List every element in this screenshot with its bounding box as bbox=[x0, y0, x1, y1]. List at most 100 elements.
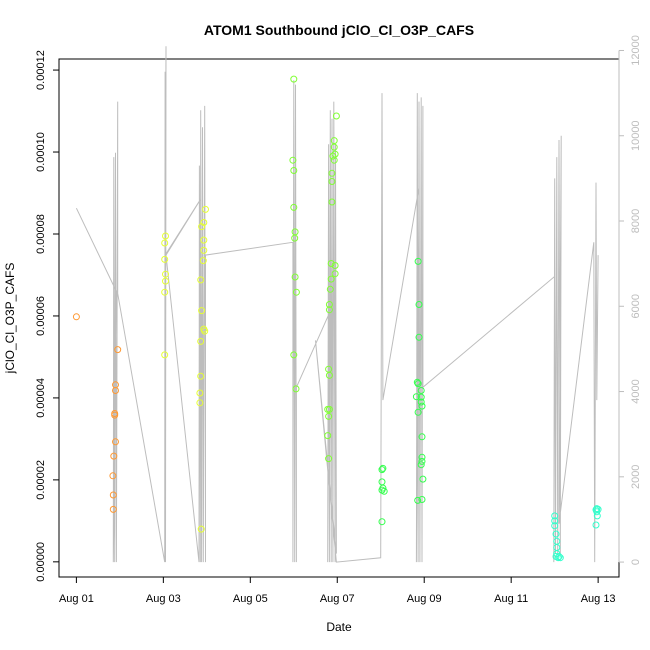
data-point bbox=[330, 137, 338, 145]
data-point bbox=[291, 273, 299, 281]
x-tick-label: Aug 13 bbox=[581, 593, 616, 605]
data-point bbox=[290, 167, 298, 174]
data-point bbox=[592, 521, 600, 529]
data-point bbox=[418, 433, 426, 441]
y2-tick-label: 2000 bbox=[630, 465, 642, 489]
data-point bbox=[325, 301, 333, 308]
data-point bbox=[414, 408, 422, 416]
data-point bbox=[162, 232, 169, 240]
data-point bbox=[551, 517, 559, 525]
data-point bbox=[414, 496, 422, 504]
data-point bbox=[289, 156, 297, 164]
data-point bbox=[378, 466, 386, 474]
data-point bbox=[112, 438, 119, 446]
data-point bbox=[196, 399, 204, 407]
x-tick-label: Aug 01 bbox=[59, 593, 94, 605]
y-tick-label: 0.00006 bbox=[35, 296, 47, 336]
data-point bbox=[417, 387, 425, 394]
data-point bbox=[380, 487, 388, 495]
data-point bbox=[292, 288, 300, 296]
data-point bbox=[412, 393, 420, 401]
altitude-line bbox=[75, 46, 599, 563]
x-tick-label: Aug 09 bbox=[407, 593, 442, 605]
data-point bbox=[554, 554, 562, 562]
data-point bbox=[594, 505, 602, 513]
y-tick-label: 0.00010 bbox=[35, 132, 47, 172]
data-point bbox=[331, 270, 339, 278]
data-point bbox=[109, 491, 117, 499]
data-point bbox=[417, 393, 425, 401]
data-point bbox=[326, 285, 334, 293]
y2-tick-label: 12000 bbox=[630, 35, 642, 66]
data-point bbox=[161, 351, 169, 359]
data-point bbox=[292, 385, 300, 393]
data-point bbox=[162, 270, 169, 278]
data-point bbox=[290, 351, 298, 359]
data-point bbox=[328, 198, 336, 206]
y2-tick-label: 8000 bbox=[630, 209, 642, 233]
data-point bbox=[109, 505, 117, 513]
data-point bbox=[418, 457, 426, 465]
data-point bbox=[325, 405, 333, 413]
y-tick-label: 0.00008 bbox=[35, 214, 47, 254]
data-point bbox=[197, 372, 205, 380]
data-point bbox=[110, 452, 118, 460]
data-point bbox=[111, 410, 119, 417]
y2-axis: 0 2000 4000 6000 8000 10000 12000 bbox=[618, 35, 642, 565]
y-tick-label: 0.00002 bbox=[35, 460, 47, 500]
altitude-series bbox=[75, 46, 599, 563]
data-point bbox=[418, 453, 426, 461]
y-axis-label: jClO_Cl_O3P_CAFS bbox=[3, 263, 17, 375]
data-point bbox=[327, 260, 335, 267]
data-point bbox=[112, 381, 119, 389]
data-point bbox=[551, 522, 559, 530]
data-point bbox=[332, 112, 340, 120]
data-point bbox=[198, 307, 206, 315]
data-point bbox=[200, 246, 208, 254]
data-point bbox=[196, 389, 204, 397]
data-point bbox=[162, 277, 169, 285]
data-point bbox=[418, 402, 426, 410]
scatter-series bbox=[72, 75, 602, 562]
data-point bbox=[114, 346, 122, 354]
x-tick-label: Aug 05 bbox=[233, 593, 268, 605]
data-point bbox=[331, 262, 339, 269]
data-point bbox=[200, 325, 208, 333]
data-point bbox=[415, 333, 423, 341]
data-point bbox=[197, 337, 205, 345]
x-axis: Aug 01 Aug 03 Aug 05 Aug 07 Aug 09 Aug 11 Aug … bbox=[59, 576, 616, 605]
data-point bbox=[325, 455, 333, 463]
x-tick-label: Aug 03 bbox=[146, 593, 181, 605]
data-point bbox=[593, 505, 601, 513]
data-point bbox=[414, 380, 422, 388]
data-point bbox=[553, 537, 561, 545]
data-point bbox=[202, 205, 209, 213]
data-point bbox=[328, 169, 336, 177]
data-point bbox=[328, 178, 336, 185]
data-point bbox=[291, 234, 299, 242]
data-point bbox=[417, 398, 425, 406]
y-axis: 0.00000 0.00002 0.00004 0.00006 0.00008 0.000… bbox=[35, 50, 60, 582]
data-point bbox=[551, 512, 559, 520]
data-point bbox=[199, 257, 207, 265]
data-point bbox=[378, 478, 386, 486]
x-tick-label: Aug 07 bbox=[320, 593, 355, 605]
data-point bbox=[414, 257, 422, 265]
data-point bbox=[378, 518, 386, 526]
data-point bbox=[417, 461, 425, 469]
data-point bbox=[197, 276, 205, 284]
y-tick-label: 0.00000 bbox=[35, 542, 47, 582]
data-point bbox=[325, 365, 333, 373]
data-point bbox=[325, 306, 333, 314]
data-point bbox=[325, 412, 333, 420]
data-point bbox=[553, 544, 561, 551]
data-point bbox=[415, 301, 423, 308]
data-point bbox=[379, 464, 387, 472]
y-tick-label: 0.00012 bbox=[35, 50, 47, 90]
plot-frame bbox=[58, 58, 620, 578]
x-tick-label: Aug 11 bbox=[494, 593, 528, 605]
data-point bbox=[413, 378, 421, 386]
data-point bbox=[200, 219, 208, 226]
